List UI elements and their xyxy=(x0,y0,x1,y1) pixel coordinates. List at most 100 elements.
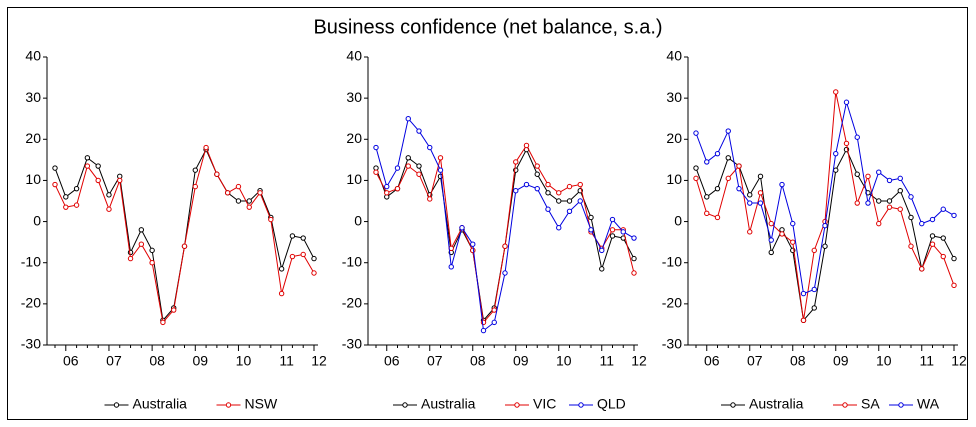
point xyxy=(940,253,946,260)
point xyxy=(631,255,637,262)
point xyxy=(897,175,903,182)
point xyxy=(757,190,764,196)
point xyxy=(289,253,296,260)
y-tick-label: -10 xyxy=(342,253,362,269)
point xyxy=(736,185,742,192)
point xyxy=(919,220,925,227)
y-tick-label: -30 xyxy=(342,336,362,352)
point xyxy=(940,235,946,241)
point xyxy=(373,169,379,175)
point xyxy=(235,183,242,190)
point xyxy=(95,177,101,184)
point xyxy=(427,144,433,151)
point xyxy=(747,192,753,198)
point xyxy=(951,255,957,262)
point xyxy=(897,206,903,212)
point xyxy=(768,249,774,256)
point xyxy=(373,144,379,151)
point xyxy=(725,128,731,134)
point xyxy=(620,229,626,235)
point xyxy=(394,185,401,192)
point xyxy=(384,190,390,196)
point xyxy=(886,198,893,204)
point xyxy=(491,307,497,313)
point xyxy=(534,185,540,192)
point xyxy=(588,214,594,221)
point xyxy=(566,208,573,214)
legend-label: Australia xyxy=(133,396,188,412)
point xyxy=(556,225,562,231)
y-tick-label: -10 xyxy=(21,253,41,269)
point xyxy=(768,237,774,243)
point xyxy=(470,241,476,247)
point xyxy=(84,155,91,161)
point xyxy=(876,198,882,204)
point xyxy=(854,200,860,206)
x-tick-label: 09 xyxy=(193,353,209,369)
point xyxy=(502,243,508,249)
point xyxy=(599,266,605,272)
point xyxy=(480,327,487,334)
y-tick-label: 0 xyxy=(33,212,41,228)
y-tick-label: 10 xyxy=(25,171,41,187)
y-tick-label: 20 xyxy=(666,130,682,146)
point xyxy=(566,198,573,204)
point xyxy=(833,150,839,157)
point xyxy=(704,159,710,165)
series-line xyxy=(695,148,955,322)
point xyxy=(268,216,274,223)
point xyxy=(725,155,731,161)
point xyxy=(929,216,936,223)
point xyxy=(160,319,166,326)
legend-label: WA xyxy=(917,396,940,412)
point xyxy=(106,192,112,198)
x-tick-label: 11 xyxy=(599,353,614,369)
x-tick-label: 06 xyxy=(384,353,400,369)
legend-label: SA xyxy=(861,396,880,412)
point xyxy=(300,235,306,241)
point xyxy=(192,183,198,190)
y-tick-label: -30 xyxy=(662,336,682,352)
series-line xyxy=(54,145,315,324)
point xyxy=(278,266,285,272)
point xyxy=(876,220,882,227)
point xyxy=(513,188,519,194)
point xyxy=(149,260,155,266)
x-tick-label: 07 xyxy=(747,353,763,369)
legend-label: NSW xyxy=(245,396,278,412)
point xyxy=(577,181,583,188)
point xyxy=(747,200,753,206)
point xyxy=(117,177,123,184)
point xyxy=(149,247,155,254)
point xyxy=(534,163,540,169)
point xyxy=(876,169,882,175)
point xyxy=(790,239,796,245)
point xyxy=(52,181,58,188)
point xyxy=(523,181,530,188)
point xyxy=(459,225,465,231)
y-tick-label: -20 xyxy=(21,295,41,311)
y-tick-label: 40 xyxy=(346,48,362,64)
point xyxy=(800,317,807,324)
point xyxy=(203,144,209,151)
point xyxy=(95,163,101,169)
point xyxy=(599,247,605,254)
y-tick-label: 20 xyxy=(25,130,41,146)
point xyxy=(822,222,828,229)
point xyxy=(908,194,914,200)
point xyxy=(491,319,497,326)
point xyxy=(235,198,242,204)
point xyxy=(502,270,508,276)
point xyxy=(523,142,530,149)
point xyxy=(545,181,551,188)
point xyxy=(300,251,306,258)
point xyxy=(704,194,710,200)
point xyxy=(63,204,69,210)
point xyxy=(822,243,828,249)
point xyxy=(416,128,422,134)
point xyxy=(854,134,860,140)
legend-label: QLD xyxy=(597,396,626,412)
point xyxy=(138,227,145,233)
point xyxy=(437,167,444,173)
